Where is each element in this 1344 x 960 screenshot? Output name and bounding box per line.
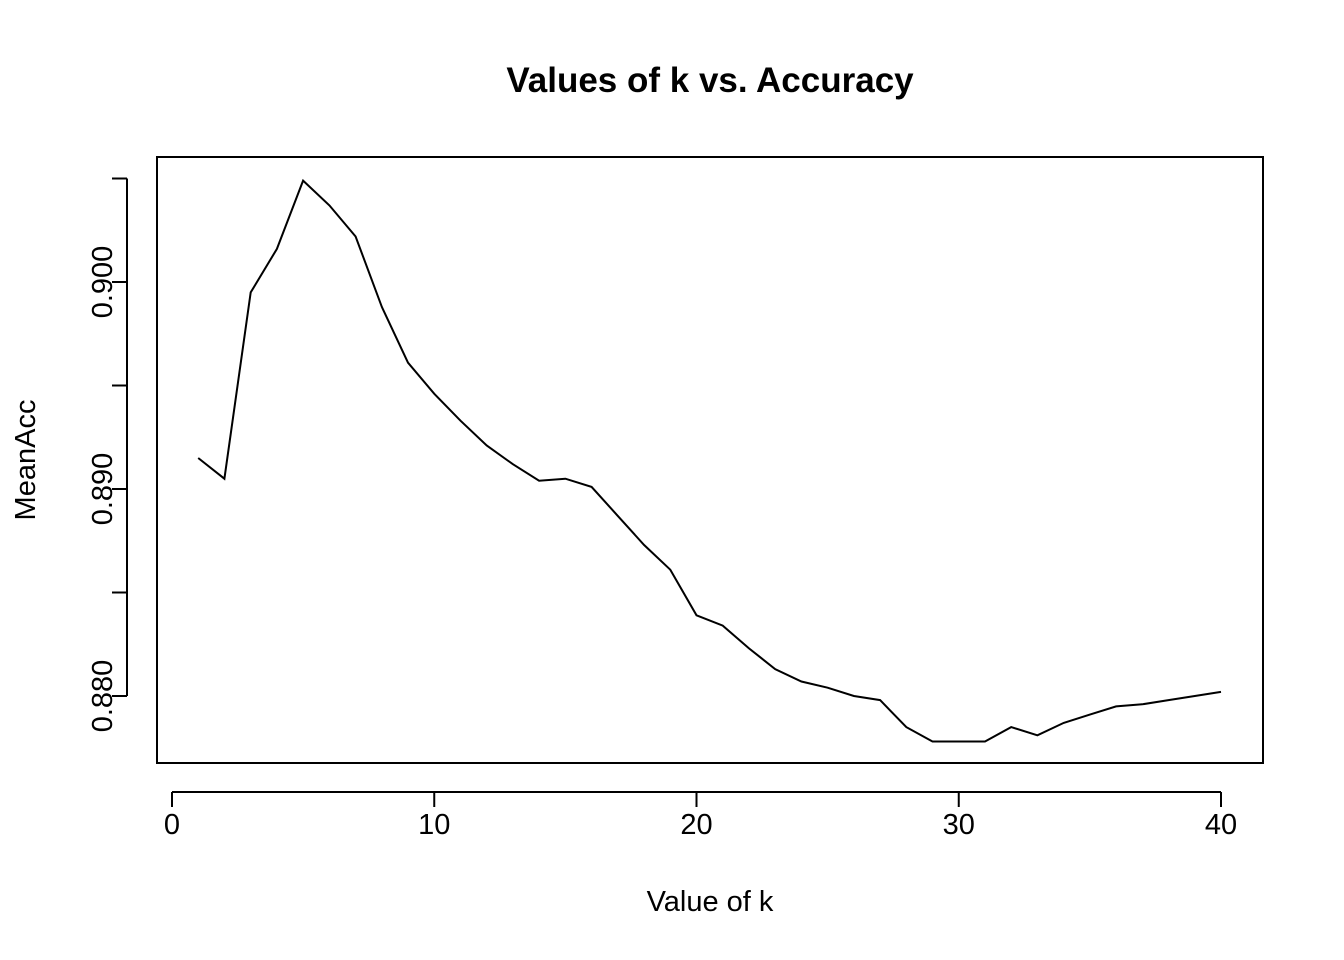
y-axis: 0.880 0.890 0.900 xyxy=(87,177,128,733)
x-tick-label: 10 xyxy=(418,809,450,841)
y-axis-label: MeanAcc xyxy=(10,400,42,521)
x-axis: 0 10 20 30 40 xyxy=(164,791,1237,841)
plot-frame xyxy=(156,156,1264,764)
x-tick-label: 40 xyxy=(1205,809,1237,841)
chart-title: Values of k vs. Accuracy xyxy=(506,61,914,100)
x-tick-label: 30 xyxy=(943,809,975,841)
y-tick-label: 0.890 xyxy=(87,453,119,526)
series-line xyxy=(197,178,1222,743)
x-tick-label: 0 xyxy=(164,809,180,841)
y-tick-label: 0.880 xyxy=(87,660,119,733)
x-axis-label: Value of k xyxy=(647,886,774,918)
x-tick-label: 20 xyxy=(680,809,712,841)
y-tick-label: 0.900 xyxy=(87,246,119,319)
